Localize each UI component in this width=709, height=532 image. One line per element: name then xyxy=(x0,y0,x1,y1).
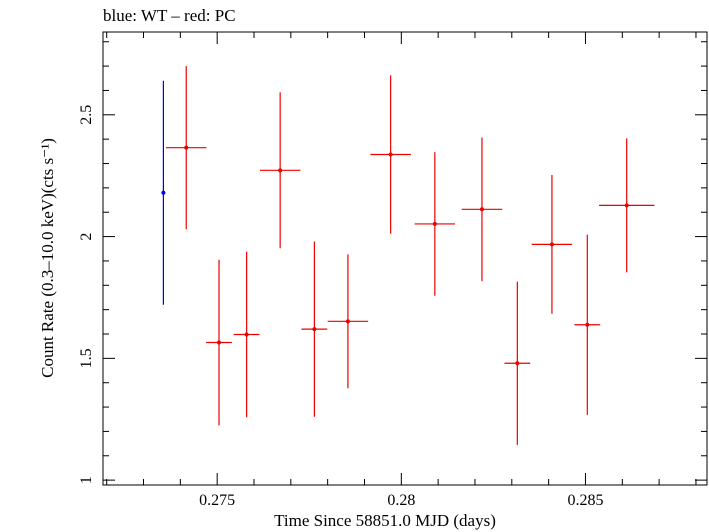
x-tick-label: 0.285 xyxy=(567,492,603,509)
data-point xyxy=(370,75,411,234)
data-point xyxy=(206,259,232,426)
data-point xyxy=(327,254,369,389)
x-tick-label: 0.28 xyxy=(387,492,415,509)
series-layer xyxy=(161,66,655,445)
point-marker xyxy=(624,203,629,208)
point-marker xyxy=(217,340,222,345)
point-marker xyxy=(312,327,317,332)
point-marker xyxy=(585,322,590,327)
x-axis-label: Time Since 58851.0 MJD (days) xyxy=(274,511,496,530)
point-marker xyxy=(549,242,554,247)
point-marker xyxy=(515,361,520,366)
data-point xyxy=(461,137,503,282)
point-marker xyxy=(432,221,437,226)
y-axis-ticks: 1 1.5 2 2.5 xyxy=(78,41,707,484)
y-tick-label: 2.5 xyxy=(78,105,95,125)
data-point xyxy=(574,234,601,415)
data-point xyxy=(165,66,207,230)
series-pc xyxy=(165,66,655,445)
x-axis-ticks: 0.275 0.28 0.285 xyxy=(106,32,697,509)
y-tick-label: 1.5 xyxy=(78,348,95,368)
y-tick-label: 1 xyxy=(78,476,95,484)
y-axis-label: Count Rate (0.3–10.0 keV)(cts s⁻¹) xyxy=(38,138,57,378)
point-marker xyxy=(161,190,166,195)
data-point xyxy=(161,80,166,305)
point-marker xyxy=(278,168,283,173)
chart-title: blue: WT – red: PC xyxy=(103,6,236,25)
point-marker xyxy=(184,145,189,150)
data-point xyxy=(233,251,260,418)
data-point xyxy=(301,241,328,417)
point-marker xyxy=(479,207,484,212)
series-wt xyxy=(161,80,166,305)
y-tick-label: 2 xyxy=(78,233,95,241)
data-point xyxy=(504,281,531,445)
point-marker xyxy=(388,152,393,157)
plot-frame xyxy=(102,31,708,486)
data-point xyxy=(414,152,456,296)
point-marker xyxy=(345,319,350,324)
point-marker xyxy=(244,332,249,337)
data-point xyxy=(599,138,655,273)
data-point xyxy=(531,174,573,314)
x-tick-label: 0.275 xyxy=(199,492,235,509)
data-point xyxy=(259,92,301,249)
